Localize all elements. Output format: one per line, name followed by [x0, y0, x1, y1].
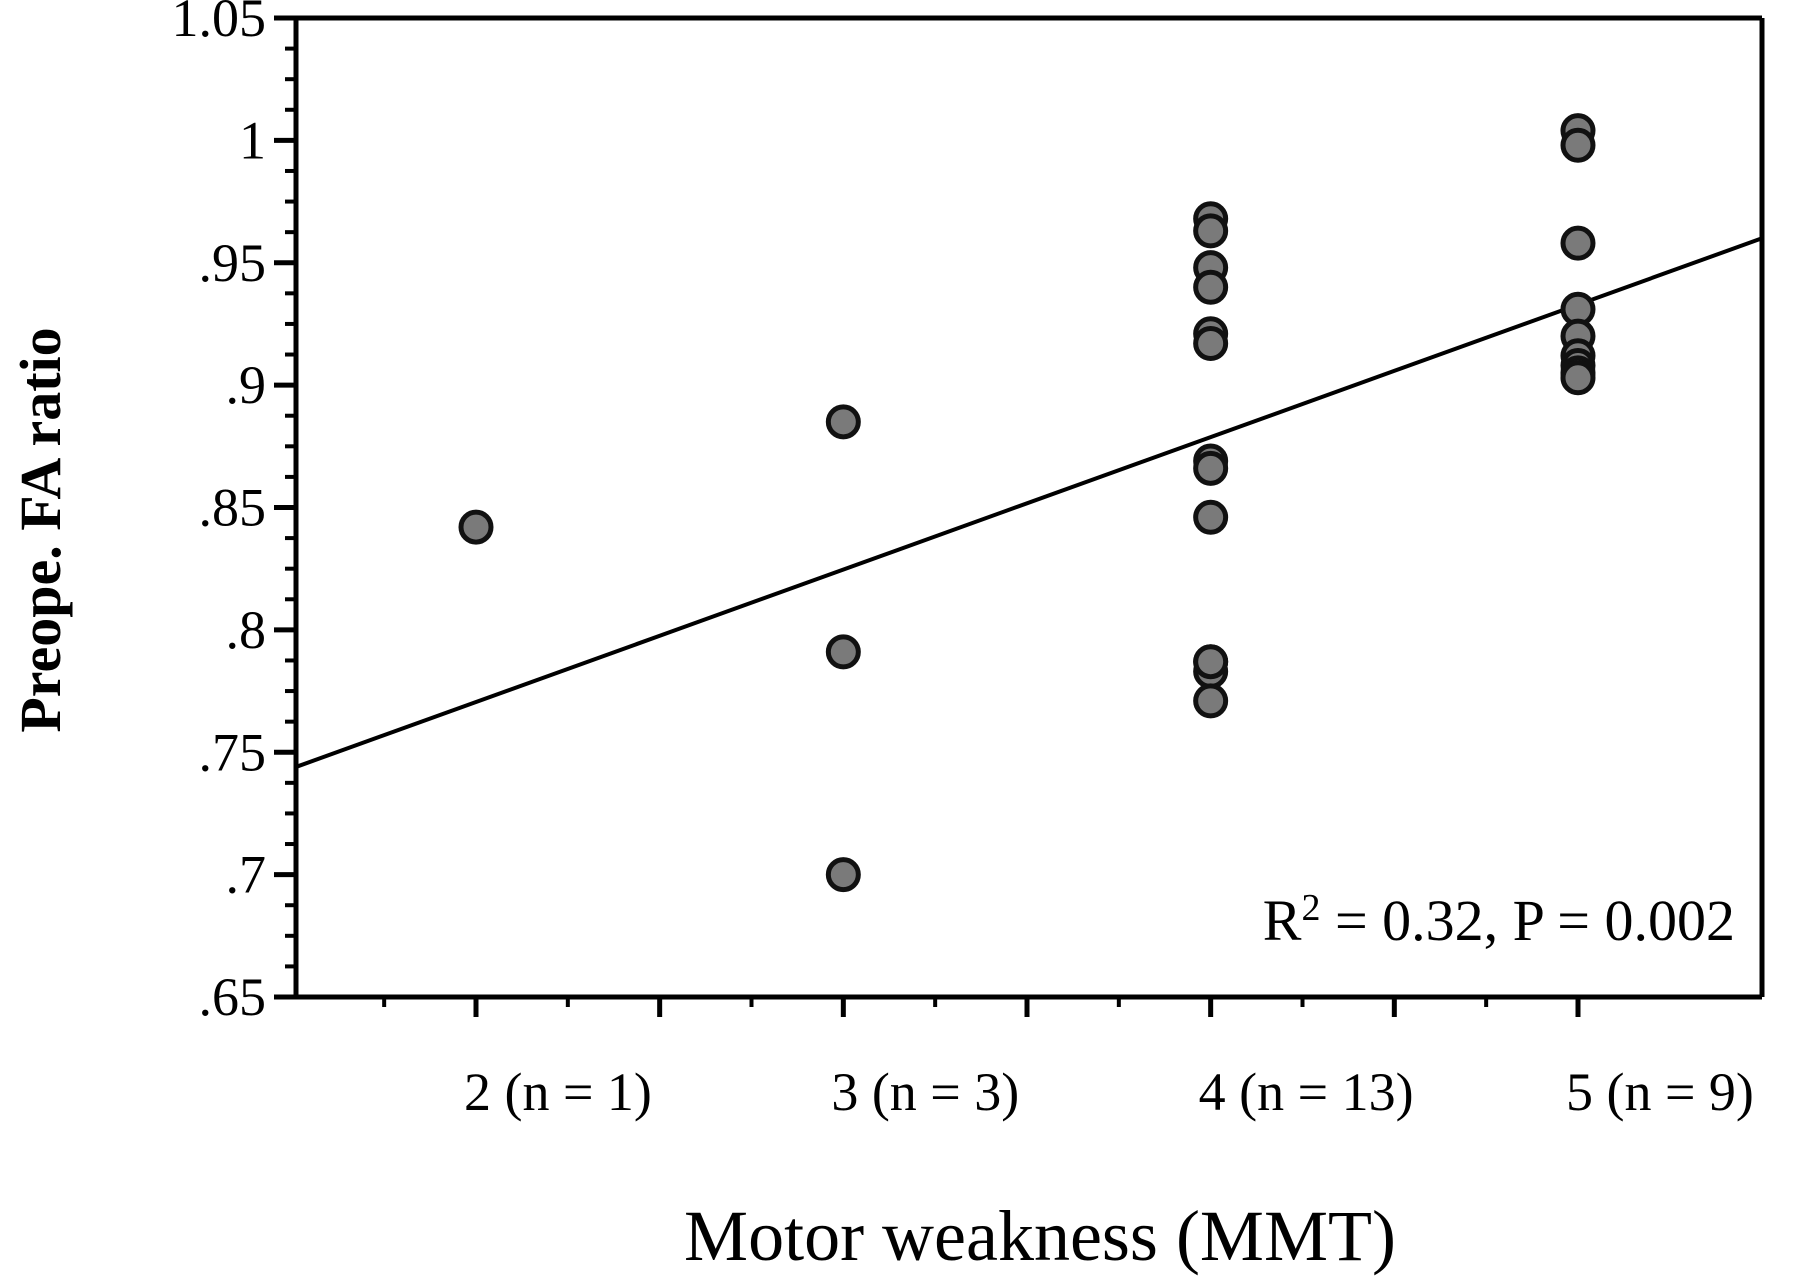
- stats-r-superscript: 2: [1301, 887, 1320, 929]
- data-point-9: [1193, 326, 1229, 362]
- y-tick-label-0: 1.05: [172, 0, 267, 48]
- data-point-11: [1193, 450, 1229, 486]
- data-point-19: [1560, 225, 1596, 261]
- trendline: [295, 236, 1763, 769]
- data-point-15: [1193, 683, 1229, 719]
- y-tick-label-3: .9: [226, 355, 267, 415]
- stats-r-label: R: [1263, 888, 1302, 953]
- data-point-25: [1560, 360, 1596, 396]
- y-tick-label-8: .65: [199, 967, 267, 1027]
- data-point-12: [1193, 499, 1229, 535]
- data-point-18: [1560, 127, 1596, 163]
- x-tick-label-0: 2 (n = 1): [464, 1062, 652, 1122]
- y-tick-label-6: .75: [199, 722, 267, 782]
- x-axis-label: Motor weakness (MMT): [684, 1196, 1396, 1276]
- y-tick-label-7: .7: [226, 845, 267, 905]
- y-tick-label-5: .8: [226, 600, 267, 660]
- stats-annotation: R2 = 0.32, P = 0.002: [1263, 887, 1735, 953]
- axes: [293, 15, 1765, 1000]
- y-tick-label-4: .85: [199, 478, 267, 538]
- data-point-5: [1193, 213, 1229, 249]
- data-point-3: [825, 857, 861, 893]
- x-tick-label-3: 5 (n = 9): [1566, 1062, 1754, 1122]
- x-tick-label-1: 3 (n = 3): [831, 1062, 1019, 1122]
- stats-annotation-rest: = 0.32, P = 0.002: [1320, 888, 1735, 953]
- data-point-7: [1193, 269, 1229, 305]
- y-tick-label-2: .95: [199, 233, 267, 293]
- trendline-group: [295, 236, 1763, 769]
- y-axis-label: Preope. FA ratio: [8, 327, 73, 732]
- y-tick-label-1: 1: [239, 110, 266, 170]
- ticks: 1.05 1 .95 .9 .85 .8 .75 .7 .65 2 (n = 1) 3 (n = 3…: [172, 0, 1754, 1122]
- data-point-2: [825, 634, 861, 670]
- points-group: [458, 113, 1596, 893]
- data-point-0: [458, 509, 494, 545]
- x-tick-label-2: 4 (n = 13): [1199, 1062, 1414, 1122]
- data-point-1: [825, 404, 861, 440]
- data-point-16: [1193, 644, 1229, 680]
